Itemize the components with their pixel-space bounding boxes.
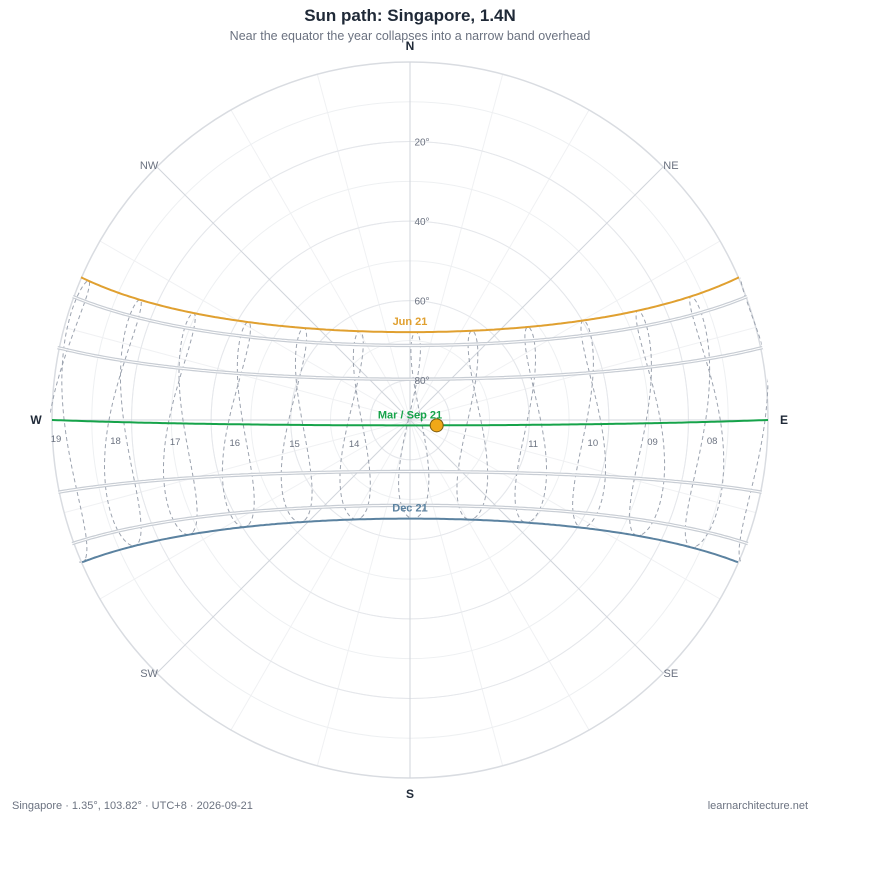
azimuth-gridline xyxy=(316,419,411,766)
chart-subtitle: Near the equator the year collapses into… xyxy=(229,29,591,43)
location-info: Singapore · 1.35°, 103.82° · UTC+8 · 202… xyxy=(12,800,253,812)
direction-label-s: S xyxy=(406,787,414,801)
analemma-18 xyxy=(104,299,142,547)
analemma-17 xyxy=(163,312,198,536)
analemma-10 xyxy=(572,320,606,529)
direction-label-w: W xyxy=(30,413,42,427)
direction-label-e: E xyxy=(780,413,788,427)
chart-title: Sun path: Singapore, 1.4N xyxy=(304,6,516,25)
altitude-label: 80° xyxy=(414,376,429,387)
hour-label: 15 xyxy=(289,439,300,450)
analemma-12 xyxy=(456,330,489,521)
azimuth-gridline xyxy=(409,419,504,766)
day-path-label: Jun 21 xyxy=(393,316,428,328)
azimuth-gridline xyxy=(64,419,411,514)
altitude-label: 20° xyxy=(414,138,429,149)
day-path-6 xyxy=(81,517,739,564)
analemma-14 xyxy=(339,330,371,520)
analemma-9 xyxy=(629,310,666,537)
site-credit: learnarchitecture.net xyxy=(707,800,808,812)
day-path-label: Dec 21 xyxy=(392,503,427,515)
analemma-8 xyxy=(684,295,725,549)
day-path-inner-5 xyxy=(71,504,749,545)
day-path-inner-2 xyxy=(57,347,763,380)
azimuth-gridline xyxy=(409,419,756,514)
analemma-curves xyxy=(50,275,769,564)
day-path-inner-4 xyxy=(58,471,762,493)
analemma-15 xyxy=(280,327,313,523)
day-path-0 xyxy=(80,276,740,334)
analemma-13 xyxy=(398,331,430,520)
analemma-7 xyxy=(738,275,769,564)
azimuth-gridline xyxy=(409,109,590,421)
altitude-label: 60° xyxy=(414,297,429,308)
hour-label: 14 xyxy=(349,439,360,450)
direction-label-sw: SW xyxy=(140,668,158,680)
hour-label: 17 xyxy=(170,437,181,448)
azimuth-gridline xyxy=(99,240,411,421)
hour-label: 11 xyxy=(528,439,538,450)
compass-axis xyxy=(409,166,664,421)
azimuth-gridline xyxy=(99,419,411,600)
direction-label-se: SE xyxy=(664,668,679,680)
analemma-16 xyxy=(221,321,255,528)
direction-label-n: N xyxy=(406,39,415,53)
hour-label: 16 xyxy=(230,438,241,449)
azimuth-gridline xyxy=(316,74,411,421)
azimuth-gridline xyxy=(409,74,504,421)
hour-label: 19 xyxy=(51,434,62,445)
compass-axis xyxy=(156,166,411,421)
direction-label-ne: NE xyxy=(663,160,678,172)
azimuth-gridline xyxy=(230,109,411,421)
day-path-3 xyxy=(51,419,769,427)
compass-axis xyxy=(156,419,411,674)
altitude-label: 40° xyxy=(414,217,429,228)
hour-label: 10 xyxy=(588,438,599,449)
current-sun-marker xyxy=(429,418,444,433)
hour-label: 09 xyxy=(647,437,658,448)
day-paths xyxy=(51,276,769,564)
chart-labels: Jun 21 Mar / Sep 21 Dec 21 08 09 10 11 14 15 16 17… xyxy=(30,39,788,801)
azimuth-gridline xyxy=(409,240,721,421)
day-path-label: Mar / Sep 21 xyxy=(378,409,442,421)
day-path-inner-1 xyxy=(72,296,748,346)
compass-axis xyxy=(409,419,664,674)
analemma-11 xyxy=(514,326,547,524)
hour-label: 18 xyxy=(110,436,121,447)
direction-label-nw: NW xyxy=(140,160,159,172)
hour-label: 08 xyxy=(707,436,718,447)
